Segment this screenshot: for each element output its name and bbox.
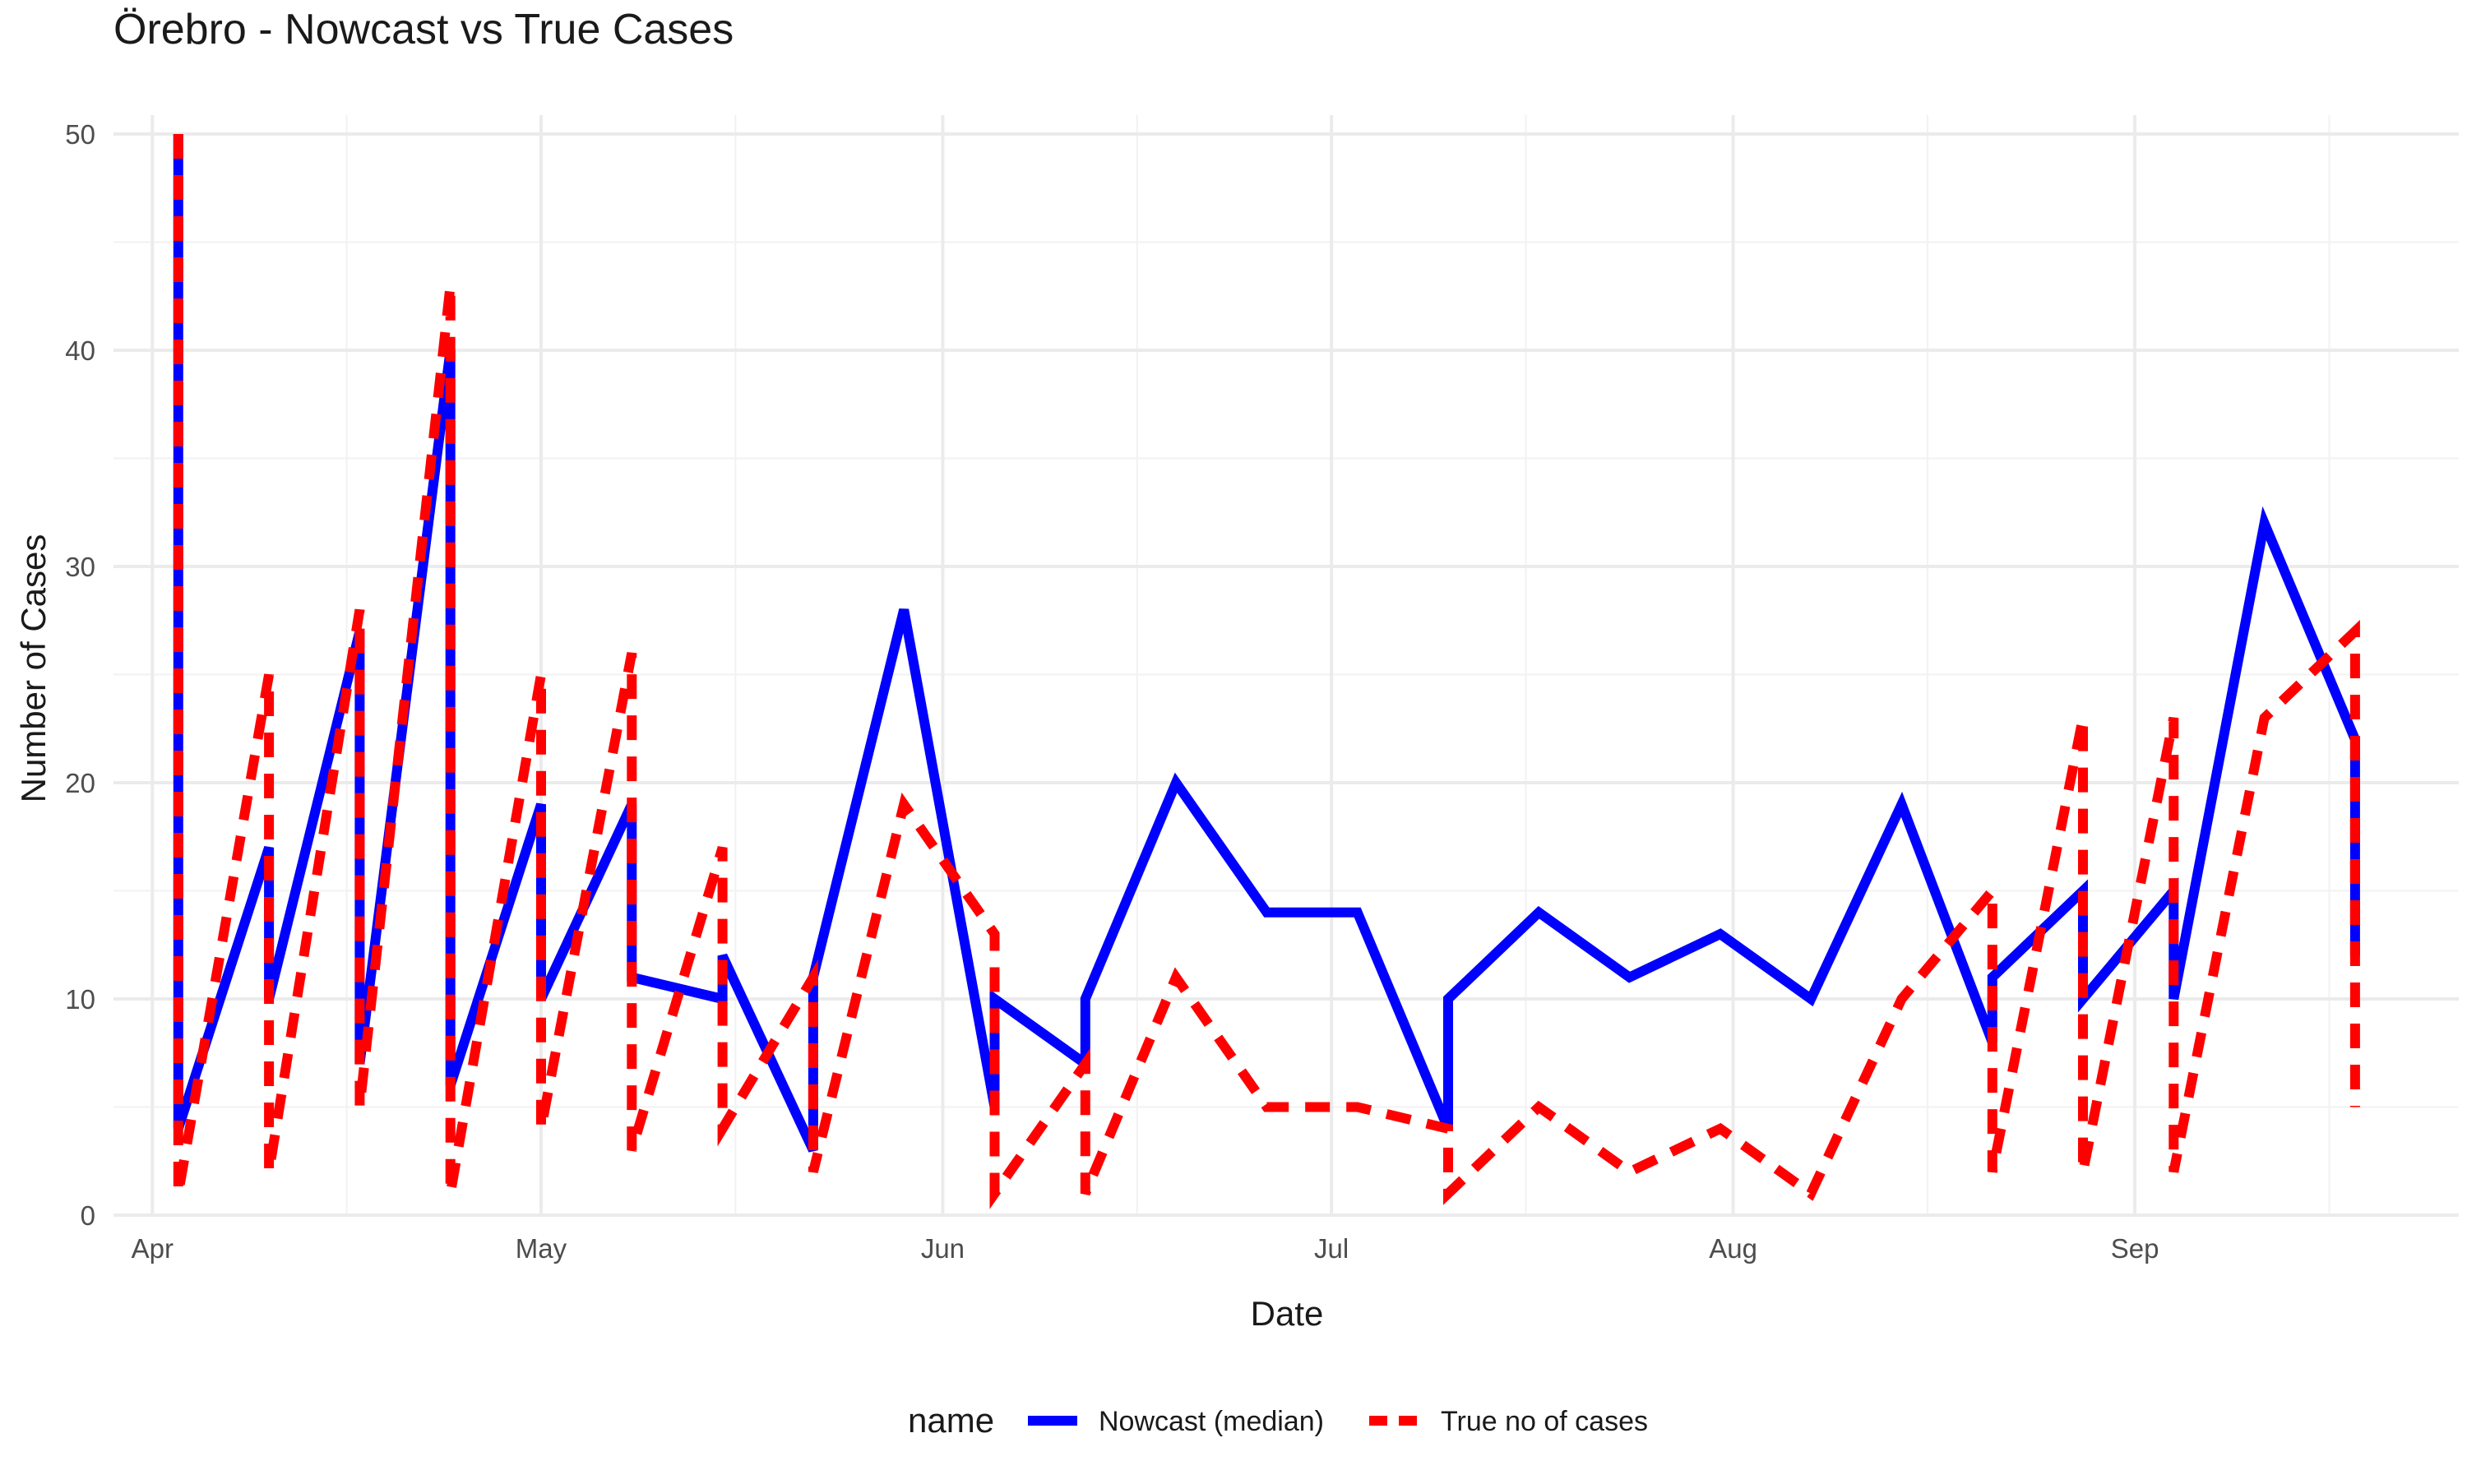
x-tick-label: Sep [2111, 1233, 2159, 1264]
y-tick-label: 50 [65, 119, 95, 150]
series-layer [173, 134, 2360, 1209]
y-tick-label: 40 [65, 335, 95, 366]
x-tick-label: May [516, 1233, 567, 1264]
x-tick-label: Jun [921, 1233, 965, 1264]
y-axis-title: Number of Cases [14, 534, 53, 803]
x-axis-title: Date [1251, 1294, 1324, 1333]
legend-label-nowcast: Nowcast (median) [1099, 1406, 1324, 1437]
legend-title: name [908, 1401, 994, 1440]
y-tick-label: 30 [65, 552, 95, 582]
chart-title: Örebro - Nowcast vs True Cases [113, 6, 734, 53]
x-tick-label: Apr [132, 1233, 174, 1264]
y-tick-label: 20 [65, 768, 95, 798]
legend-label-true: True no of cases [1441, 1406, 1648, 1437]
x-tick-label: Aug [1709, 1233, 1757, 1264]
x-tick-label: Jul [1314, 1233, 1349, 1264]
y-tick-label: 10 [65, 984, 95, 1015]
y-tick-label: 0 [81, 1200, 95, 1231]
series-line-true-cases [173, 134, 2360, 1209]
legend: name Nowcast (median) True no of cases [908, 1401, 1648, 1440]
axis-layer: 0 10 20 30 40 50 Apr May Jun Jul Aug Sep [65, 119, 2159, 1264]
